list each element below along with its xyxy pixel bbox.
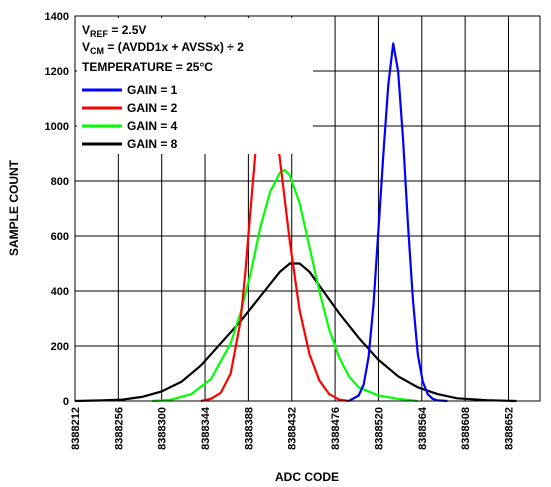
- x-tick-label-9: 8388608: [460, 407, 472, 450]
- y-tick-label-0: 0: [63, 396, 69, 408]
- x-tick-labels: 8388212 8388256 8388300 8388344 8388388 83884…: [70, 406, 515, 450]
- y-axis-title: SAMPLE COUNT: [7, 159, 21, 256]
- temperature-annotation: TEMPERATURE = 25°C: [82, 60, 213, 74]
- annotation-box: [77, 18, 313, 154]
- x-tick-label-1: 8388256: [113, 407, 125, 450]
- legend-label-4: GAIN = 8: [127, 137, 178, 151]
- x-tick-label-6: 8388476: [330, 407, 342, 450]
- y-tick-label-7: 1400: [45, 11, 69, 23]
- x-tick-label-3: 8388344: [200, 406, 212, 450]
- y-tick-label-6: 1200: [45, 66, 69, 78]
- legend-label-1: GAIN = 1: [127, 83, 178, 97]
- x-tick-label-7: 8388520: [373, 407, 385, 450]
- plot-frame: [74, 15, 541, 402]
- y-tick-label-3: 600: [51, 231, 69, 243]
- x-tick-label-10: 8388652: [503, 407, 515, 450]
- series-lines: [74, 42, 517, 403]
- y-tick-label-2: 400: [51, 286, 69, 298]
- x-tick-label-0: 8388212: [70, 407, 82, 450]
- y-tick-label-1: 200: [51, 341, 69, 353]
- series-line-gain-1: [348, 42, 448, 403]
- y-tick-label-5: 1000: [45, 121, 69, 133]
- x-tick-label-8: 8388564: [417, 406, 429, 450]
- vref-annotation: VREF = 2.5V: [82, 23, 146, 39]
- legend-label-2: GAIN = 2: [127, 101, 178, 115]
- x-tick-label-4: 8388388: [243, 407, 255, 450]
- vcm-annotation: VCM = (AVDD1x + AVSSx) ÷ 2: [82, 40, 244, 56]
- y-tick-labels: 0 200 400 600 800 1000 1200 1400: [45, 11, 69, 408]
- legend-label-3: GAIN = 4: [127, 119, 178, 133]
- series-line-gain-4: [74, 262, 517, 403]
- x-axis-title: ADC CODE: [275, 470, 339, 484]
- y-tick-label-4: 800: [51, 176, 69, 188]
- x-tick-label-2: 8388300: [157, 407, 169, 450]
- x-tick-label-5: 8388432: [287, 407, 299, 450]
- series-line-gain-3: [151, 168, 418, 403]
- legend: GAIN = 1 GAIN = 2 GAIN = 4 GAIN = 8: [82, 83, 178, 151]
